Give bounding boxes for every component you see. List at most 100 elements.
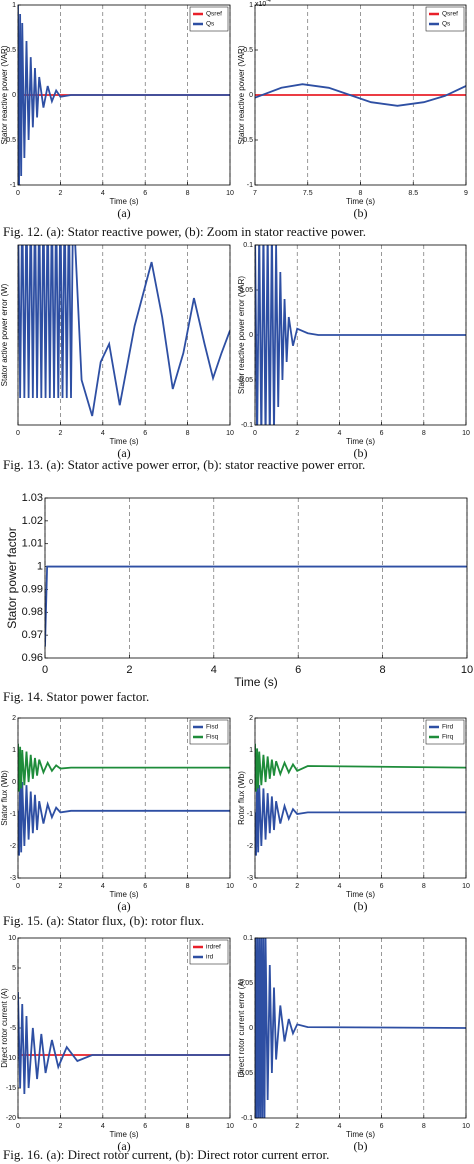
x-axis-label: Time (s) bbox=[109, 437, 138, 446]
y-tick-label: 1.03 bbox=[22, 492, 43, 504]
chart: 0 2 4 6 8 10 0.96 0.97 0.98 0.99 1 1.01 1.02 1.03 Time… bbox=[5, 492, 473, 689]
x-axis-label: Time (s) bbox=[346, 437, 375, 446]
y-tick-label: 0.05 bbox=[239, 980, 253, 987]
plot-frame bbox=[17, 4, 231, 186]
y-tick-label: 1 bbox=[249, 2, 253, 9]
x-tick-label: 10 bbox=[462, 883, 470, 890]
x-tick-label: 4 bbox=[337, 883, 341, 890]
legend-label: irdref bbox=[206, 944, 221, 951]
subfigure-label: (b) bbox=[354, 446, 368, 460]
chart: 0 2 4 6 8 10 -3 -2 -1 0 1 2 Time (s) Rotor flux (Wb) (… bbox=[237, 715, 470, 913]
x-tick-label: 0 bbox=[253, 883, 257, 890]
y-tick-label: 0.5 bbox=[243, 47, 253, 54]
y-tick-label: -3 bbox=[10, 875, 16, 882]
y-tick-label: 0 bbox=[249, 1025, 253, 1032]
subfigure-label: (b) bbox=[354, 1139, 368, 1153]
legend-label: Qs bbox=[442, 21, 451, 28]
x-tick-label: 6 bbox=[143, 190, 147, 197]
x-tick-label: 4 bbox=[337, 1123, 341, 1130]
x-tick-label: 4 bbox=[101, 190, 105, 197]
legend-label: Fisq bbox=[206, 734, 219, 741]
x-tick-label: 2 bbox=[58, 1123, 62, 1130]
subfigure-label: (a) bbox=[117, 446, 130, 460]
x-tick-label: 8 bbox=[359, 190, 363, 197]
x-tick-label: 2 bbox=[295, 883, 299, 890]
chart: 0 2 4 6 8 10 -1 -0.5 0 0.5 1 Time (s) Stator reactiv… bbox=[0, 2, 234, 220]
x-tick-label: 6 bbox=[143, 430, 147, 437]
y-tick-label: -0.1 bbox=[241, 422, 253, 429]
x-tick-label: 6 bbox=[380, 1123, 384, 1130]
y-tick-label: 0.1 bbox=[243, 935, 253, 942]
y-axis-label: Stator reactive power error (VAR) bbox=[237, 276, 246, 394]
y-tick-label: -0.05 bbox=[237, 377, 253, 384]
x-tick-label: 10 bbox=[226, 883, 234, 890]
y-tick-label: -0.1 bbox=[241, 1115, 253, 1122]
y-tick-label: 0.99 bbox=[22, 583, 43, 595]
legend-label: Qs bbox=[206, 21, 215, 28]
legend-label: ird bbox=[206, 954, 214, 961]
y-tick-label: 10 bbox=[8, 935, 16, 942]
subfigure-label: (b) bbox=[354, 899, 368, 913]
x-tick-label: 8.5 bbox=[408, 190, 418, 197]
y-axis-label: Direct rotor current (A) bbox=[0, 988, 9, 1068]
x-tick-label: 4 bbox=[211, 664, 217, 676]
subfigure-label: (a) bbox=[117, 899, 130, 913]
x-tick-label: 10 bbox=[461, 664, 473, 676]
y-axis-label: Direct rotor current error (A) bbox=[237, 978, 246, 1077]
x-tick-label: 7 bbox=[253, 190, 257, 197]
y-tick-label: -1 bbox=[247, 811, 253, 818]
chart: 0 2 4 6 8 10 Time (s) Stator active power error… bbox=[0, 244, 234, 460]
y-tick-label: 0.05 bbox=[239, 287, 253, 294]
data-line bbox=[18, 991, 230, 1095]
plot-frame bbox=[17, 937, 231, 1119]
data-line bbox=[18, 5, 230, 185]
x-tick-label: 10 bbox=[462, 1123, 470, 1130]
legend-box bbox=[189, 6, 229, 32]
x-tick-label: 0 bbox=[253, 1123, 257, 1130]
y-tick-label: 0.1 bbox=[243, 242, 253, 249]
y-tick-label: -0.5 bbox=[4, 137, 16, 144]
y-tick-label: 0 bbox=[12, 779, 16, 786]
x-tick-label: 0 bbox=[16, 190, 20, 197]
legend-label: Firq bbox=[442, 734, 454, 741]
plot-frame bbox=[254, 937, 467, 1119]
y-axis-label: Stator active power error (W) bbox=[0, 283, 9, 386]
caption: Fig. 14. Stator power factor. bbox=[3, 689, 149, 704]
y-tick-label: 1 bbox=[12, 747, 16, 754]
legend-label: Qsref bbox=[442, 11, 458, 18]
y-tick-label: 2 bbox=[249, 715, 253, 722]
chart: 0 2 4 6 8 10 -0.1 -0.05 0 0.05 0.1 Time (s) Stator r… bbox=[237, 242, 470, 460]
y-tick-label: 0 bbox=[249, 332, 253, 339]
x-tick-label: 2 bbox=[126, 664, 132, 676]
caption: Fig. 15. (a): Stator flux, (b): rotor fl… bbox=[3, 913, 204, 928]
y-tick-label: -1 bbox=[10, 182, 16, 189]
plot-area bbox=[18, 938, 230, 1118]
data-line bbox=[255, 83, 466, 107]
y-tick-label: 1.01 bbox=[22, 538, 43, 550]
legend-label: Fird bbox=[442, 724, 454, 731]
x-tick-label: 2 bbox=[295, 430, 299, 437]
x-tick-label: 4 bbox=[101, 883, 105, 890]
y-tick-label: 1.02 bbox=[22, 515, 43, 527]
x-tick-label: 10 bbox=[226, 1123, 234, 1130]
data-line bbox=[255, 938, 466, 1118]
x-axis-label: Time (s) bbox=[346, 197, 375, 206]
x-tick-label: 8 bbox=[422, 1123, 426, 1130]
y-tick-label: -20 bbox=[6, 1115, 16, 1122]
x-tick-label: 8 bbox=[186, 190, 190, 197]
legend-label: Fisd bbox=[206, 724, 219, 731]
y-tick-label: 5 bbox=[12, 965, 16, 972]
y-tick-label: 0 bbox=[249, 779, 253, 786]
x-tick-label: 0 bbox=[16, 430, 20, 437]
legend-box bbox=[425, 719, 465, 745]
y-tick-label: 1 bbox=[37, 560, 43, 572]
x-tick-label: 0 bbox=[16, 1123, 20, 1130]
subfigure-label: (a) bbox=[117, 1139, 130, 1153]
y-tick-label: -0.05 bbox=[237, 1070, 253, 1077]
legend-box bbox=[425, 6, 465, 32]
y-tick-label: -2 bbox=[247, 843, 253, 850]
plot-frame bbox=[254, 717, 467, 879]
exponent-power: -4 bbox=[266, 0, 271, 4]
chart: 0 2 4 6 8 10 -3 -2 -1 0 1 2 Time (s) Stator flux (Wb)… bbox=[0, 715, 234, 913]
